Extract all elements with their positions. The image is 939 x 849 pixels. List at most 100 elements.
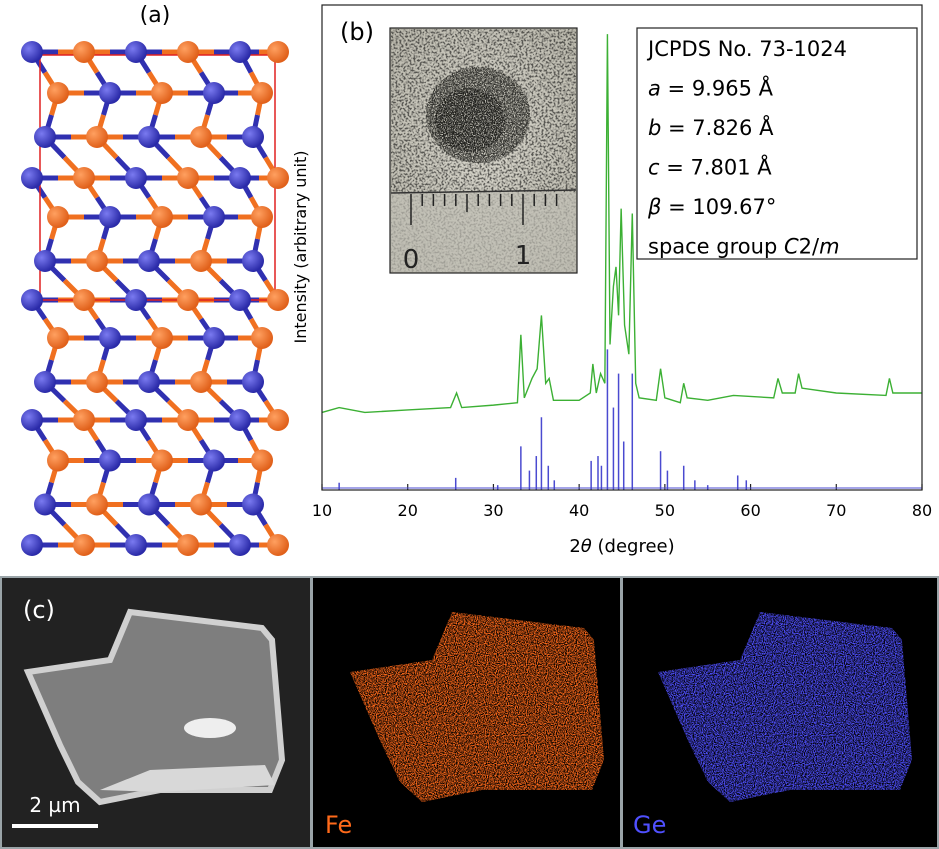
fe-atom xyxy=(190,250,212,272)
ge-atom xyxy=(34,493,56,516)
ruler-edge xyxy=(390,189,577,194)
fe-flake xyxy=(350,612,604,802)
ge-atom xyxy=(125,289,147,311)
ge-atom xyxy=(99,206,121,228)
ge-atom xyxy=(229,41,251,63)
text-segment: 2 xyxy=(569,536,580,557)
text-segment: θ xyxy=(581,536,592,557)
x-tick-label: 40 xyxy=(569,501,589,520)
fe-atom xyxy=(73,409,95,431)
annotation-line: β = 109.67° xyxy=(647,195,776,219)
fe-atom xyxy=(267,409,289,431)
ge-atom xyxy=(34,250,56,272)
text-segment: β xyxy=(647,195,661,219)
text-segment: = 7.826 Å xyxy=(661,114,774,140)
fe-atom xyxy=(86,250,108,272)
ge-atom xyxy=(21,41,43,63)
annotation-line: c = 7.801 Å xyxy=(648,154,772,180)
ge-atom xyxy=(99,82,121,104)
annotation-line: a = 9.965 Å xyxy=(648,75,774,101)
ruler-ticks xyxy=(410,194,558,225)
fe-atom xyxy=(86,126,108,148)
xrd-line xyxy=(321,34,922,414)
text-segment: space group xyxy=(648,235,784,259)
fe-atom xyxy=(86,493,108,516)
fe-atom xyxy=(190,493,212,516)
ge-atom xyxy=(138,126,160,148)
ge-atom xyxy=(99,449,121,472)
xrd-plot xyxy=(321,34,923,490)
ge-atom xyxy=(21,409,43,431)
fe-atom xyxy=(177,289,199,311)
powder xyxy=(435,88,505,152)
text-segment: m xyxy=(819,235,839,259)
fe-atom xyxy=(190,126,212,148)
text-segment: a xyxy=(648,77,661,101)
x-tick-label: 60 xyxy=(740,501,760,520)
x-tick-label: 10 xyxy=(312,501,332,520)
fe-atom xyxy=(177,534,199,556)
panel-label: (a) xyxy=(140,3,171,28)
ge-atom xyxy=(242,250,264,272)
text-segment: c xyxy=(648,156,660,180)
ge-atom xyxy=(229,289,251,311)
fe-atom xyxy=(47,449,69,472)
y-axis-label: Intensity (arbitrary unit) xyxy=(291,151,310,344)
ge-atom xyxy=(229,409,251,431)
fe-atom xyxy=(251,449,273,472)
annotation-line: JCPDS No. 73-1024 xyxy=(646,37,847,61)
crystal-structure xyxy=(21,41,289,556)
ge-atom xyxy=(203,82,225,104)
ge-flake xyxy=(658,612,912,802)
fe-atom xyxy=(177,41,199,63)
ge-atom xyxy=(203,327,225,349)
scale-bar-label: 2 µm xyxy=(29,793,80,817)
ruler-label: 0 xyxy=(403,245,420,275)
fe-atom xyxy=(151,82,173,104)
fe-atom xyxy=(151,327,173,349)
fe-atom xyxy=(177,167,199,189)
ge-atom xyxy=(203,449,225,472)
ruler-label: 1 xyxy=(515,241,532,271)
fe-atom xyxy=(177,409,199,431)
ge-atom xyxy=(242,126,264,148)
x-tick-label: 20 xyxy=(398,501,418,520)
ge-atom xyxy=(125,534,147,556)
fe-atom xyxy=(251,206,273,228)
panel-label: (b) xyxy=(340,18,374,46)
text-segment: (degree) xyxy=(592,536,675,557)
fe-atom xyxy=(86,371,108,393)
ge-atom xyxy=(242,371,264,393)
text-segment: JCPDS No. 73-1024 xyxy=(646,37,847,61)
panel-label: (c) xyxy=(23,596,55,624)
ge-atom xyxy=(203,206,225,228)
ge-atom xyxy=(138,250,160,272)
ge-atom xyxy=(21,289,43,311)
sem-flake xyxy=(23,608,286,806)
x-tick-label: 30 xyxy=(483,501,503,520)
fe-atom xyxy=(73,41,95,63)
fe-atom xyxy=(47,327,69,349)
fe-atom xyxy=(47,82,69,104)
fe-atom xyxy=(267,167,289,189)
fe-atom xyxy=(267,534,289,556)
x-tick-label: 50 xyxy=(655,501,675,520)
sem-particle xyxy=(184,718,236,738)
annotation-line: b = 7.826 Å xyxy=(648,114,774,140)
fe-atom xyxy=(251,327,273,349)
text-segment: = 7.801 Å xyxy=(660,154,773,180)
annotation-line: space group C2/m xyxy=(648,235,840,259)
fe-atom xyxy=(73,289,95,311)
text-segment: 2/ xyxy=(799,235,820,259)
fe-atom xyxy=(47,206,69,228)
text-segment: b xyxy=(648,116,661,140)
eds-maps: 2 µm (c) Fe Ge xyxy=(0,576,939,849)
text-segment: C xyxy=(784,235,799,259)
fe-atom xyxy=(151,206,173,228)
ge-atom xyxy=(229,167,251,189)
ge-atom xyxy=(229,534,251,556)
ge-atom xyxy=(242,493,264,516)
ge-atom xyxy=(21,534,43,556)
ge-atom xyxy=(125,409,147,431)
